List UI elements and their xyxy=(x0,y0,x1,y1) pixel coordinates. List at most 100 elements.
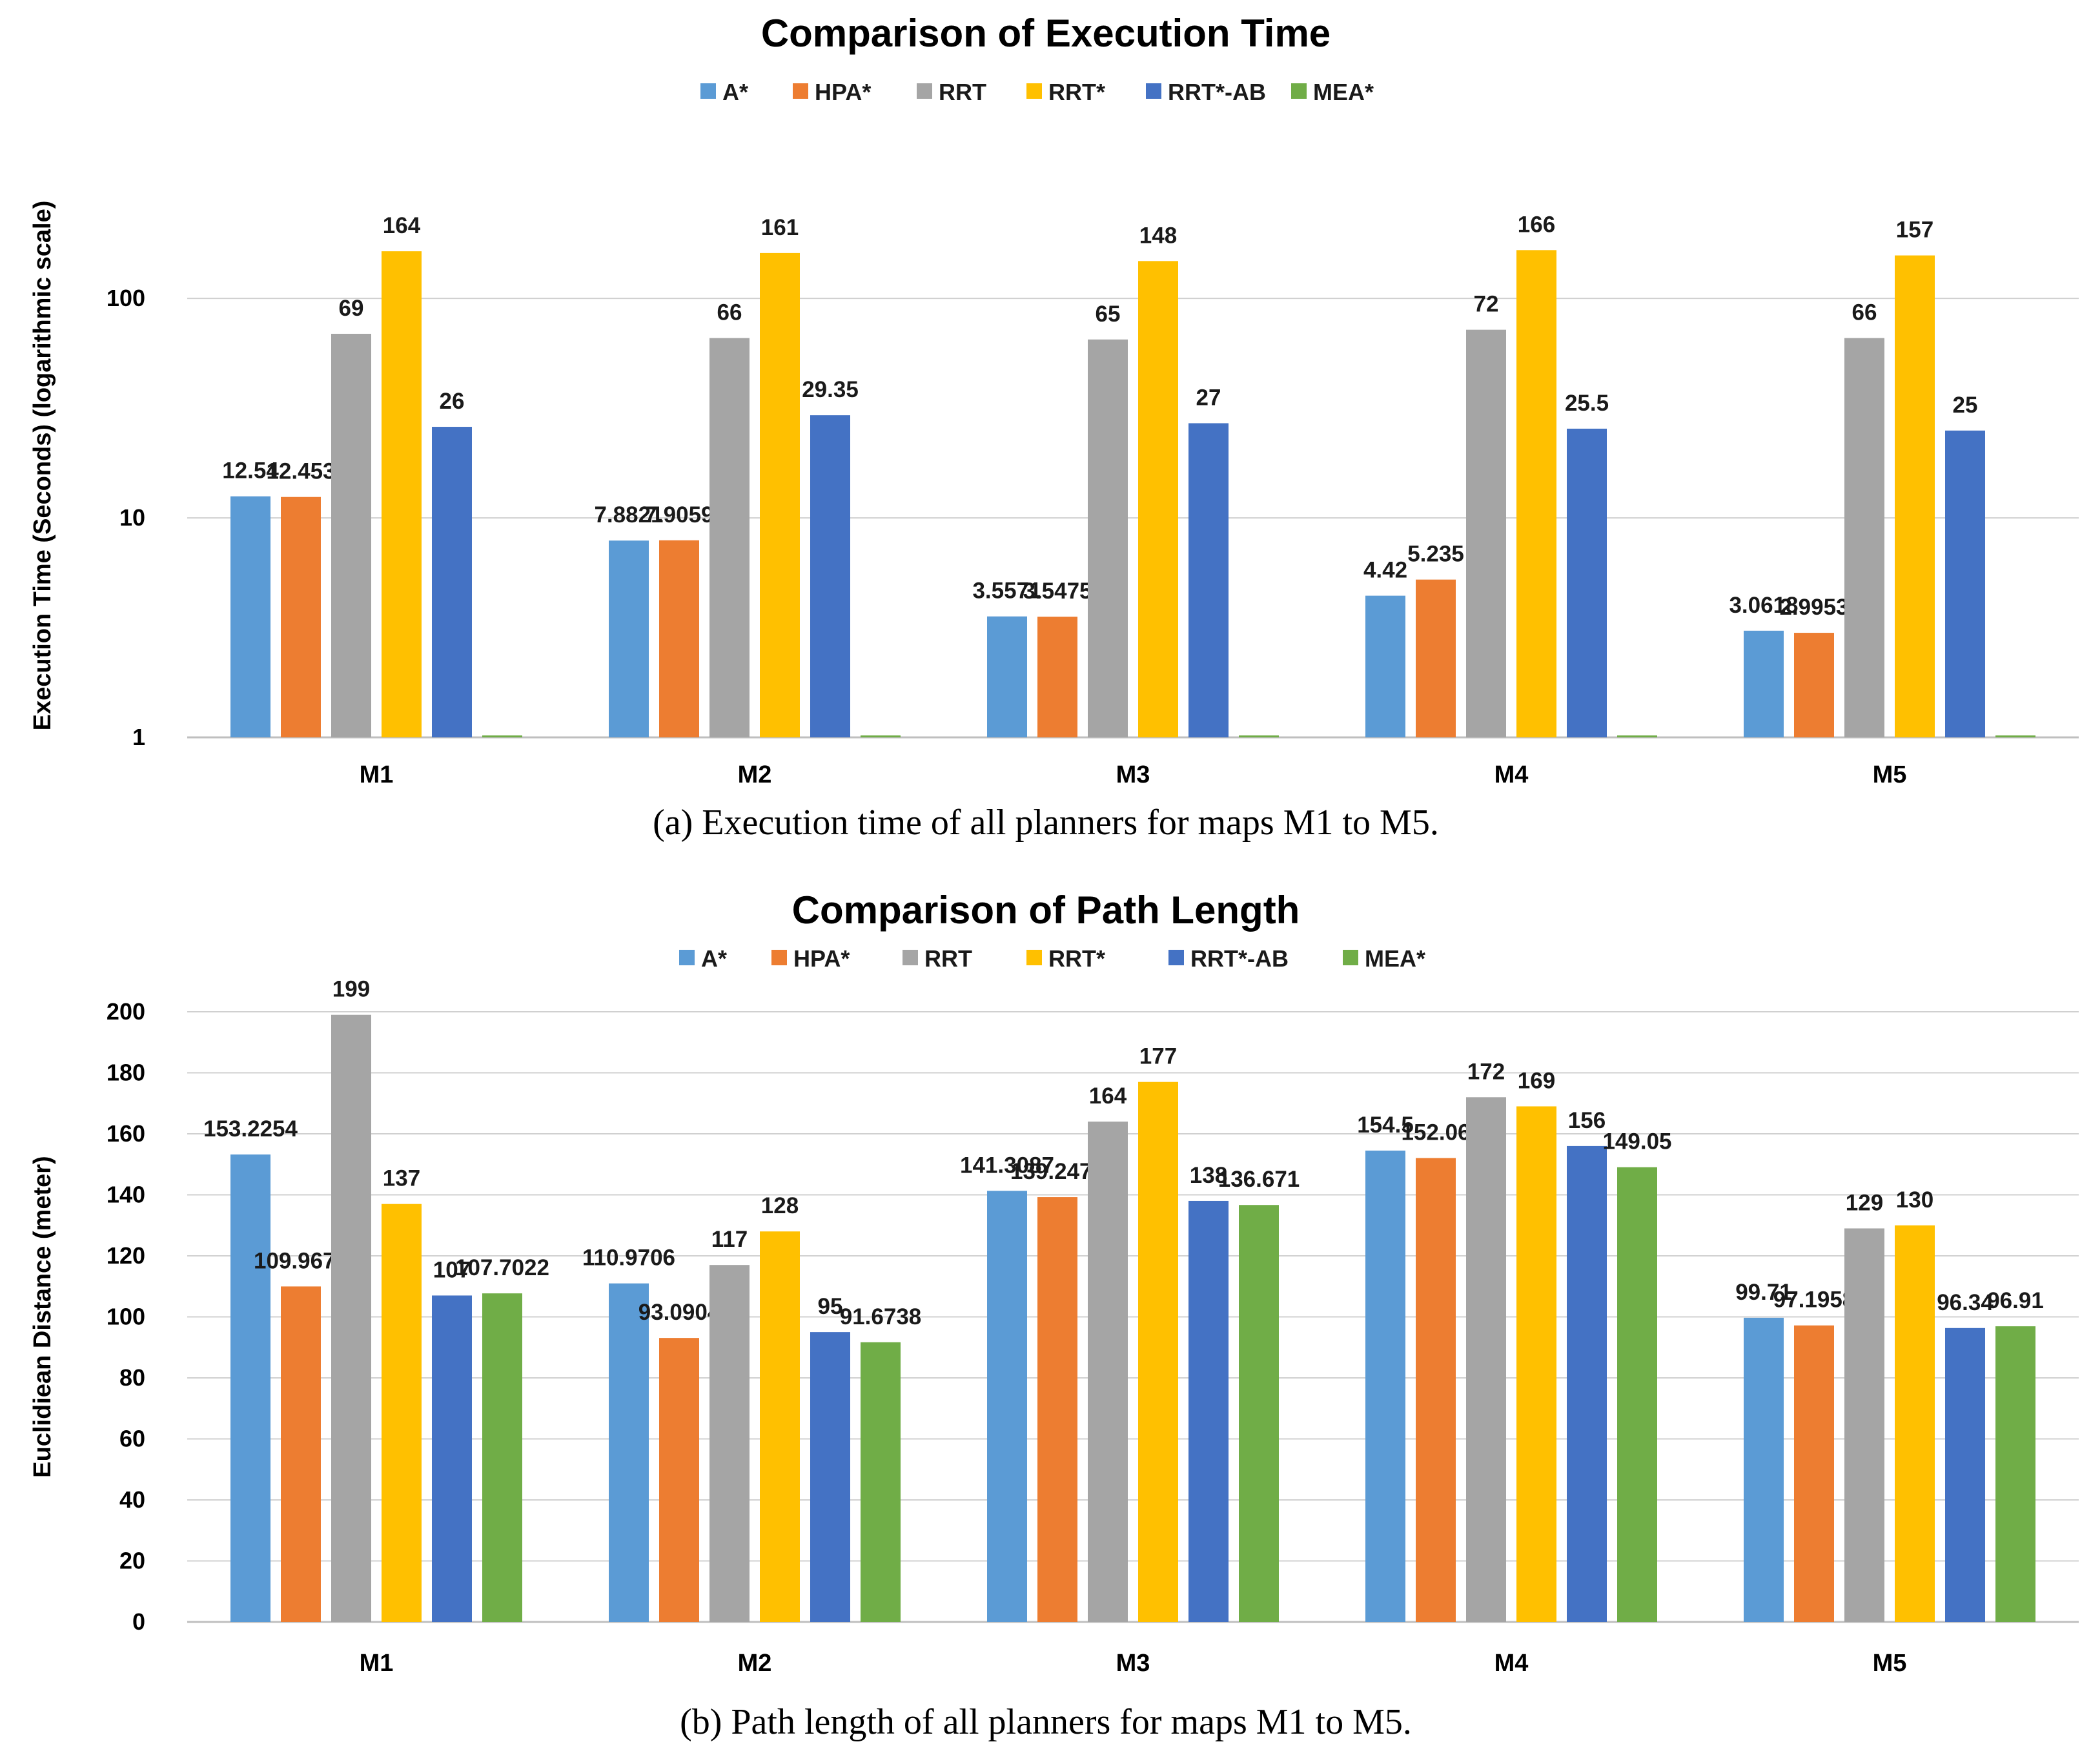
y-axis-title: Execution Time (Seconds) (logarithmic sc… xyxy=(29,201,56,731)
legend-swatch xyxy=(903,950,918,965)
bar xyxy=(1466,1097,1506,1622)
bar xyxy=(1617,735,1657,737)
data-label: 96.91 xyxy=(1987,1288,2044,1313)
chart-title: Comparison of Execution Time xyxy=(761,12,1331,55)
legend-label: RRT*-AB xyxy=(1168,79,1266,105)
bar xyxy=(659,540,699,737)
figure-caption: (a) Execution time of all planners for m… xyxy=(653,803,1439,843)
x-category-label: M1 xyxy=(360,761,394,788)
data-label: 177 xyxy=(1139,1044,1177,1069)
legend-label: RRT* xyxy=(1048,945,1105,972)
data-label: 4.42 xyxy=(1363,558,1407,583)
legend-label: MEA* xyxy=(1313,79,1374,105)
bar xyxy=(1995,735,2035,737)
legend-swatch xyxy=(771,950,787,965)
legend-label: A* xyxy=(701,945,727,972)
y-tick-label: 10 xyxy=(119,504,145,531)
legend-swatch xyxy=(1168,950,1184,965)
data-label: 153.2254 xyxy=(203,1116,298,1142)
data-label: 152.06 xyxy=(1401,1120,1470,1145)
bar xyxy=(281,497,321,737)
bar xyxy=(760,252,800,737)
x-category-label: M3 xyxy=(1116,761,1150,788)
data-label: 72 xyxy=(1474,292,1499,317)
bar xyxy=(709,338,750,737)
bar xyxy=(1188,1200,1229,1622)
y-tick-label: 160 xyxy=(107,1120,145,1147)
data-label: 3.5571 xyxy=(972,579,1041,604)
bar xyxy=(1844,1228,1884,1622)
data-label: 66 xyxy=(1852,300,1877,325)
y-tick-label: 20 xyxy=(119,1548,145,1574)
data-label: 141.3087 xyxy=(960,1153,1054,1178)
legend: A* HPA* RRT RRT* RRT*-AB MEA* xyxy=(700,79,1374,105)
bar xyxy=(810,1332,850,1622)
legend-label: RRT*-AB xyxy=(1190,945,1289,972)
y-tick-label: 100 xyxy=(107,285,145,311)
y-tick-label: 120 xyxy=(107,1242,145,1269)
data-label: 95 xyxy=(818,1294,843,1319)
legend: A* HPA* RRT RRT* RRT*-AB MEA* xyxy=(679,945,1425,972)
x-category-label: M4 xyxy=(1494,761,1529,788)
bar xyxy=(1995,1326,2035,1622)
bar xyxy=(861,1342,901,1622)
chart-2: Comparison of Path Length A* HPA* RRT RRT* RR… xyxy=(29,888,2079,1742)
x-category-label: M2 xyxy=(738,761,772,788)
bar xyxy=(1516,250,1556,737)
data-label: 169 xyxy=(1518,1068,1555,1093)
bar xyxy=(230,1154,270,1622)
legend-label: A* xyxy=(722,79,748,105)
legend-swatch xyxy=(1291,83,1307,99)
chart-title: Comparison of Path Length xyxy=(792,888,1300,932)
data-label: 12.453 xyxy=(266,459,335,484)
bar xyxy=(987,616,1027,737)
bar xyxy=(1567,428,1607,737)
bar xyxy=(1794,633,1834,737)
y-tick-label: 100 xyxy=(107,1304,145,1330)
y-tick-label: 60 xyxy=(119,1426,145,1452)
data-label: 25.5 xyxy=(1565,391,1609,416)
data-label: 149.05 xyxy=(1602,1129,1671,1154)
bar xyxy=(1365,595,1405,737)
bar xyxy=(432,1295,472,1622)
data-label: 65 xyxy=(1096,302,1121,327)
bar xyxy=(382,251,422,738)
legend-swatch xyxy=(1026,950,1042,965)
legend-label: RRT* xyxy=(1048,79,1105,105)
data-label: 166 xyxy=(1518,212,1555,237)
data-label: 164 xyxy=(383,213,421,238)
y-tick-label: 1 xyxy=(132,724,145,750)
data-label: 117 xyxy=(711,1227,748,1252)
bar xyxy=(331,1014,371,1622)
x-category-label: M5 xyxy=(1873,761,1907,788)
legend-swatch xyxy=(1343,950,1358,965)
data-label: 99.71 xyxy=(1735,1280,1792,1305)
x-category-label: M3 xyxy=(1116,1650,1150,1677)
data-label: 3.5475 xyxy=(1023,579,1092,604)
bar xyxy=(1088,1122,1128,1622)
bar xyxy=(230,496,270,737)
data-label: 27 xyxy=(1196,385,1221,410)
data-label: 148 xyxy=(1139,223,1177,248)
bar xyxy=(810,415,850,737)
bar xyxy=(1188,423,1229,737)
bar xyxy=(1239,1205,1279,1622)
y-axis-title: Euclidiean Distance (meter) xyxy=(29,1156,56,1477)
bar xyxy=(482,1293,522,1622)
data-label: 172 xyxy=(1467,1059,1505,1084)
gridlines xyxy=(187,298,2079,519)
legend-label: HPA* xyxy=(815,79,871,105)
legend-label: MEA* xyxy=(1365,945,1425,972)
data-label: 25 xyxy=(1953,393,1978,418)
legend-swatch xyxy=(1026,83,1042,99)
data-label: 130 xyxy=(1896,1187,1933,1213)
data-label: 96.34 xyxy=(1937,1290,1994,1315)
data-label: 128 xyxy=(761,1193,799,1218)
bar xyxy=(1516,1106,1556,1622)
bar xyxy=(1365,1150,1405,1622)
bar xyxy=(1895,255,1935,738)
y-tick-label: 140 xyxy=(107,1182,145,1208)
y-tick-label: 200 xyxy=(107,998,145,1025)
bar xyxy=(1794,1325,1834,1622)
